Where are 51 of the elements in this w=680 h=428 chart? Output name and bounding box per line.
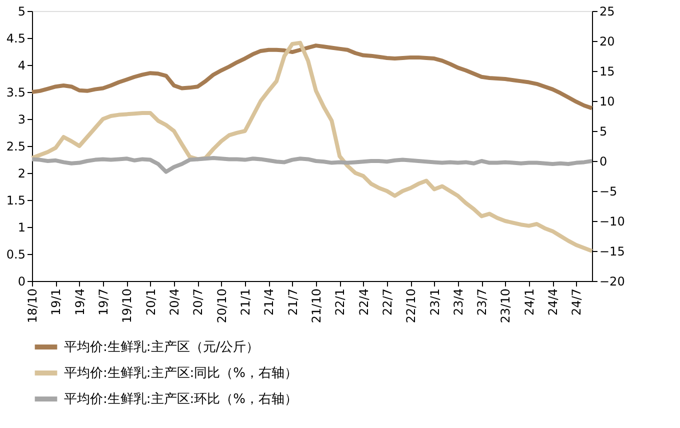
x-tick-label: 20/4: [167, 288, 182, 316]
y-tick-label: 3.5: [6, 86, 26, 100]
x-tick-label: 21/7: [286, 288, 300, 316]
x-tick-label: 21/10: [309, 288, 324, 324]
x-tick-label: 23/10: [498, 288, 513, 324]
x-tick-label: 22/1: [333, 288, 348, 316]
y2-tick-label: −5: [600, 184, 618, 198]
x-tick-label: 21/4: [262, 288, 276, 316]
x-tick-label: 23/4: [451, 288, 466, 316]
y2-tick-label: 20: [600, 34, 615, 48]
y2-tick-label: 10: [600, 94, 615, 108]
x-tick-label: 18/10: [26, 288, 40, 324]
x-tick-label: 22/10: [404, 288, 418, 324]
x-tick-label: 21/1: [238, 288, 252, 316]
y-tick-label: 3: [18, 112, 26, 126]
x-tick-label: 19/7: [96, 288, 110, 316]
y2-tick-label: 25: [600, 4, 615, 18]
y-tick-label: 0.5: [6, 248, 26, 262]
y-tick-label: 4: [18, 58, 26, 72]
y-tick-label: 2.5: [6, 140, 26, 154]
x-tick-label: 22/4: [356, 288, 371, 316]
x-tick-label: 19/10: [120, 288, 134, 324]
x-tick-label: 19/4: [72, 288, 87, 316]
y-tick-label: 4.5: [6, 32, 26, 46]
x-tick-label: 24/1: [522, 288, 536, 316]
x-tick-label: 20/10: [214, 288, 229, 324]
line-series: [30, 40, 594, 253]
x-tick-label: 19/1: [49, 288, 64, 316]
y2-tick-label: −10: [600, 214, 625, 228]
y2-tick-label: −20: [600, 274, 625, 288]
x-tick-label: 24/7: [570, 288, 584, 316]
legend-label: 平均价:生鲜乳:主产区:同比（%，右轴）: [64, 365, 298, 381]
y2-tick-label: 0: [600, 154, 608, 168]
y-tick-label: 1.5: [6, 194, 26, 208]
x-tick-label: 23/7: [475, 288, 490, 316]
y-tick-label: 2: [18, 166, 26, 180]
y2-tick-label: −15: [600, 244, 625, 258]
x-tick-label: 23/1: [428, 288, 442, 316]
y-tick-label: 1: [18, 220, 26, 234]
x-tick-label: 20/7: [191, 288, 206, 316]
x-tick-label: 20/1: [144, 288, 158, 316]
x-tick-label: 22/7: [380, 288, 394, 316]
line-series: [30, 44, 594, 110]
y2-tick-label: 5: [600, 124, 608, 138]
y2-tick-label: 15: [600, 64, 615, 78]
legend-label: 平均价:生鲜乳:主产区:环比（%，右轴）: [64, 391, 298, 407]
line-series: [30, 156, 594, 174]
y-tick-label: 0: [18, 274, 26, 288]
x-tick-label: 24/4: [546, 288, 560, 316]
y-tick-label: 5: [18, 4, 26, 18]
legend-label: 平均价:生鲜乳:主产区（元/公斤）: [64, 339, 260, 355]
